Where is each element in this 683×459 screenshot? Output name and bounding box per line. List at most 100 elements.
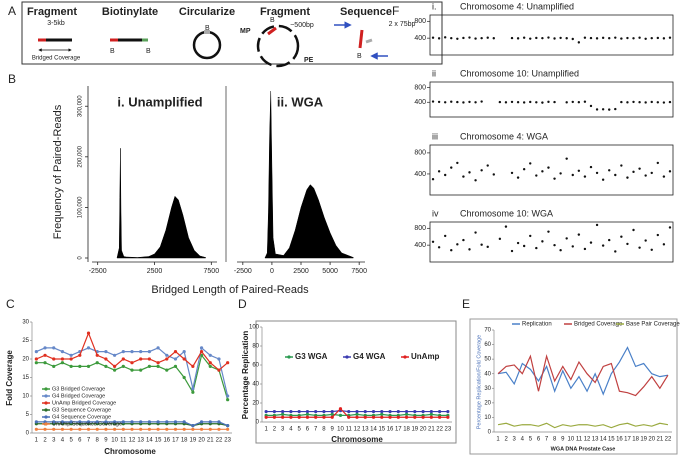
point [226, 361, 230, 365]
x-tick-label: 12 [354, 427, 361, 433]
legend-label: G4 Sequence Coverage [52, 414, 111, 420]
series-line [497, 346, 669, 396]
point [437, 100, 441, 104]
point [626, 176, 629, 179]
point [522, 168, 526, 171]
x-tick-label: 5 [298, 427, 302, 433]
point [95, 361, 99, 365]
x-tick-label: -2500 [234, 268, 252, 275]
x-tick-label: 7 [314, 427, 318, 433]
point [456, 37, 459, 40]
legend-label: Base Pair Coverage [626, 322, 680, 328]
point [388, 415, 392, 419]
biotin-label: B [270, 17, 275, 24]
y-tick-label: 10 [22, 394, 29, 400]
legend-label: Replication [522, 322, 552, 328]
point [226, 427, 230, 431]
point [60, 420, 65, 424]
panel-numeral: i. [432, 1, 437, 11]
point [363, 409, 367, 414]
x-tick-label: 9 [104, 438, 108, 444]
point [510, 171, 514, 175]
point [34, 357, 38, 361]
point [577, 41, 581, 44]
chart-title: Chromosome 10: Unamplified [460, 68, 579, 78]
point [305, 409, 310, 414]
x-tick-label: 19 [190, 438, 197, 444]
point [69, 357, 73, 361]
point [330, 415, 334, 419]
point [620, 164, 623, 167]
point [139, 350, 143, 354]
point [208, 427, 212, 431]
point [553, 177, 556, 180]
point [431, 240, 435, 243]
point [583, 175, 587, 178]
point [147, 427, 151, 431]
x-tick-label: 11 [120, 438, 127, 444]
panel-frame [469, 318, 678, 455]
point [226, 398, 230, 402]
point [632, 170, 635, 174]
x-tick-label: 12 [584, 437, 591, 443]
point [272, 409, 276, 414]
point [264, 409, 268, 414]
point [522, 244, 526, 248]
point [34, 427, 38, 431]
point [421, 409, 425, 414]
chart-title: Chromosome 10: WGA [460, 208, 553, 218]
point [565, 37, 568, 40]
point [522, 36, 526, 39]
point [583, 36, 587, 39]
point [363, 415, 367, 419]
point [541, 240, 544, 243]
legend-label: UnAmp Bridged Coverage [52, 400, 116, 406]
x-tick-label: 18 [403, 427, 410, 433]
point [462, 175, 465, 178]
point [173, 364, 178, 368]
point [437, 170, 441, 173]
point [173, 350, 178, 354]
point [173, 357, 178, 361]
point [529, 162, 532, 165]
pe-label: PE [304, 57, 314, 64]
x-tick-label: 23 [445, 427, 452, 433]
point [547, 100, 550, 104]
step-title: Biotinylate [102, 6, 158, 18]
point [446, 415, 450, 419]
x-tick-label: 7500 [351, 268, 367, 275]
y-tick-label: 400 [414, 99, 426, 106]
point [182, 357, 186, 361]
point [69, 364, 73, 368]
point [577, 233, 581, 236]
chart-title: Chromosome 4: Unamplified [460, 1, 574, 11]
point [559, 172, 562, 175]
point [173, 420, 178, 424]
point [113, 353, 117, 357]
panel-label: C [6, 297, 15, 311]
point [60, 357, 65, 361]
point [43, 353, 47, 357]
y-tick-label: 300,000 [78, 95, 84, 117]
x-tick-label: 6 [306, 427, 310, 433]
x-tick-label: 20 [198, 438, 205, 444]
point [69, 420, 73, 424]
point [614, 107, 617, 111]
point [182, 427, 186, 431]
fragment-end [358, 29, 364, 49]
x-tick-label: 0 [270, 268, 274, 275]
biotin-label: B [357, 53, 362, 60]
point [547, 36, 550, 39]
x-axis-label: Chromosome [331, 435, 383, 444]
panel-frame [255, 320, 457, 444]
point [208, 361, 212, 365]
y-tick-label: 800 [414, 150, 426, 157]
point [147, 357, 151, 361]
point [104, 350, 108, 354]
point [644, 239, 647, 242]
point [601, 244, 605, 247]
point [462, 101, 465, 104]
point [516, 100, 520, 104]
point [474, 101, 477, 104]
x-tick-label: 15 [608, 437, 615, 443]
